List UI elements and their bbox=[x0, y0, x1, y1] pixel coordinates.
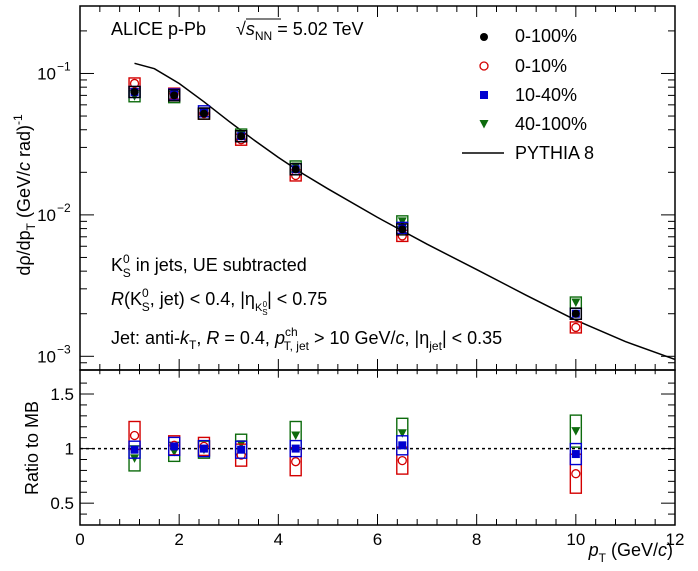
legend-marker-0-10% bbox=[479, 61, 489, 71]
y-tick-label-exponent: −2 bbox=[57, 201, 71, 215]
syst-box-ratio bbox=[128, 440, 141, 459]
ratio-point-10-40% bbox=[291, 444, 300, 453]
syst-box-ratio bbox=[234, 440, 248, 459]
ratio-point-0-10% bbox=[129, 430, 140, 441]
point-0-100% bbox=[199, 109, 208, 118]
point-0-100% bbox=[291, 165, 300, 174]
ratio-point-10-40% bbox=[170, 442, 179, 451]
legend-label-0-10: 0-10% bbox=[515, 56, 567, 76]
x-tick-label: 2 bbox=[174, 530, 183, 549]
x-tick-label: 6 bbox=[373, 530, 382, 549]
main-panel-frame bbox=[79, 5, 676, 371]
ratio-point-0-10% bbox=[571, 469, 581, 479]
ratio-points bbox=[128, 414, 583, 494]
ratio-point-10-40% bbox=[571, 450, 580, 459]
pythia-curve-group bbox=[134, 62, 676, 361]
y-tick-label-exponent: −3 bbox=[57, 342, 71, 356]
legend-label-pythia: PYTHIA 8 bbox=[515, 143, 594, 163]
energy-label: √sNN = 5.02 TeV bbox=[236, 19, 363, 43]
ratio-point-0-10% bbox=[397, 455, 407, 466]
syst-box-ratio bbox=[289, 439, 302, 458]
x-tick-label: 4 bbox=[274, 530, 283, 549]
point-40-100% bbox=[397, 217, 407, 226]
point-0-100% bbox=[237, 132, 246, 141]
legend-label-40-100: 40-100% bbox=[515, 114, 587, 134]
legend: 0-100% 0-10% 10-40% 40-100% PYTHIA 8 bbox=[462, 26, 594, 163]
ratio-point-10-40% bbox=[237, 445, 246, 454]
legend-marker-40-100% bbox=[479, 120, 489, 129]
syst-box-ratio bbox=[197, 439, 211, 458]
x-tick-label: 8 bbox=[472, 530, 481, 549]
point-0-10% bbox=[129, 78, 140, 89]
legend-label-10-40: 10-40% bbox=[515, 85, 577, 105]
point-0-100% bbox=[170, 91, 179, 100]
data-points bbox=[128, 77, 583, 334]
syst-box-main bbox=[569, 307, 583, 320]
syst-box-main bbox=[396, 223, 409, 236]
syst-box-main bbox=[289, 163, 302, 176]
ratio-point-40-100% bbox=[397, 429, 407, 438]
annotation-jet-selection: Jet: anti-kT, R = 0.4, pch T, jet > 10 Ge… bbox=[111, 325, 502, 353]
ratio-point-40-100% bbox=[291, 431, 301, 440]
point-40-100% bbox=[571, 298, 581, 308]
ratio-point-10-40% bbox=[199, 444, 208, 453]
syst-box-main bbox=[234, 130, 248, 143]
syst-box-main bbox=[168, 89, 181, 102]
syst-box-main bbox=[128, 85, 141, 99]
syst-box-ratio bbox=[569, 414, 583, 448]
legend-marker-0-100% bbox=[480, 33, 488, 41]
annotation-kshort-in-jets: K0 S in jets, UE subtracted bbox=[111, 252, 307, 280]
syst-box-ratio bbox=[569, 442, 583, 466]
ratio-point-10-40% bbox=[398, 441, 407, 450]
ratio-point-10-40% bbox=[130, 445, 139, 454]
y-axis-title-ratio: Ratio to MB bbox=[22, 401, 42, 495]
collaboration-label: ALICE p-Pb bbox=[111, 19, 206, 39]
y-tick-label-exponent: −1 bbox=[57, 59, 71, 73]
x-tick-label: 0 bbox=[75, 530, 84, 549]
legend-marker-10-40% bbox=[480, 91, 488, 99]
syst-box-main bbox=[197, 107, 211, 120]
point-0-10% bbox=[571, 322, 581, 333]
ratio-point-0-10% bbox=[291, 457, 301, 467]
point-0-100% bbox=[571, 309, 580, 318]
syst-box-ratio bbox=[168, 436, 181, 457]
y-tick-label-main: 10 bbox=[37, 206, 56, 225]
ratio-point-40-100% bbox=[571, 427, 581, 436]
annotation-r-cut: R(K0 S, jet) < 0.4, |ηKS0| < 0.75 bbox=[111, 286, 327, 317]
y-tick-label-main: 10 bbox=[37, 64, 56, 83]
x-axis-title: pT (GeV/c) bbox=[588, 540, 673, 565]
y-tick-label-ratio: 1 bbox=[65, 440, 74, 459]
y-tick-label-ratio: 1.5 bbox=[50, 385, 74, 404]
x-tick-label: 12 bbox=[666, 530, 685, 549]
y-tick-label-ratio: 0.5 bbox=[50, 494, 74, 513]
syst-box-main bbox=[569, 321, 583, 334]
pythia-8-curve bbox=[134, 62, 676, 361]
point-0-100% bbox=[130, 87, 139, 96]
y-axis-title-main: dρ/dpT (GeV/c rad)-1 bbox=[11, 114, 38, 276]
x-tick-label: 10 bbox=[566, 530, 585, 549]
point-0-100% bbox=[398, 225, 407, 234]
syst-box-ratio bbox=[396, 435, 409, 456]
y-tick-label-main: 10 bbox=[37, 347, 56, 366]
legend-label-0-100: 0-100% bbox=[515, 26, 577, 46]
